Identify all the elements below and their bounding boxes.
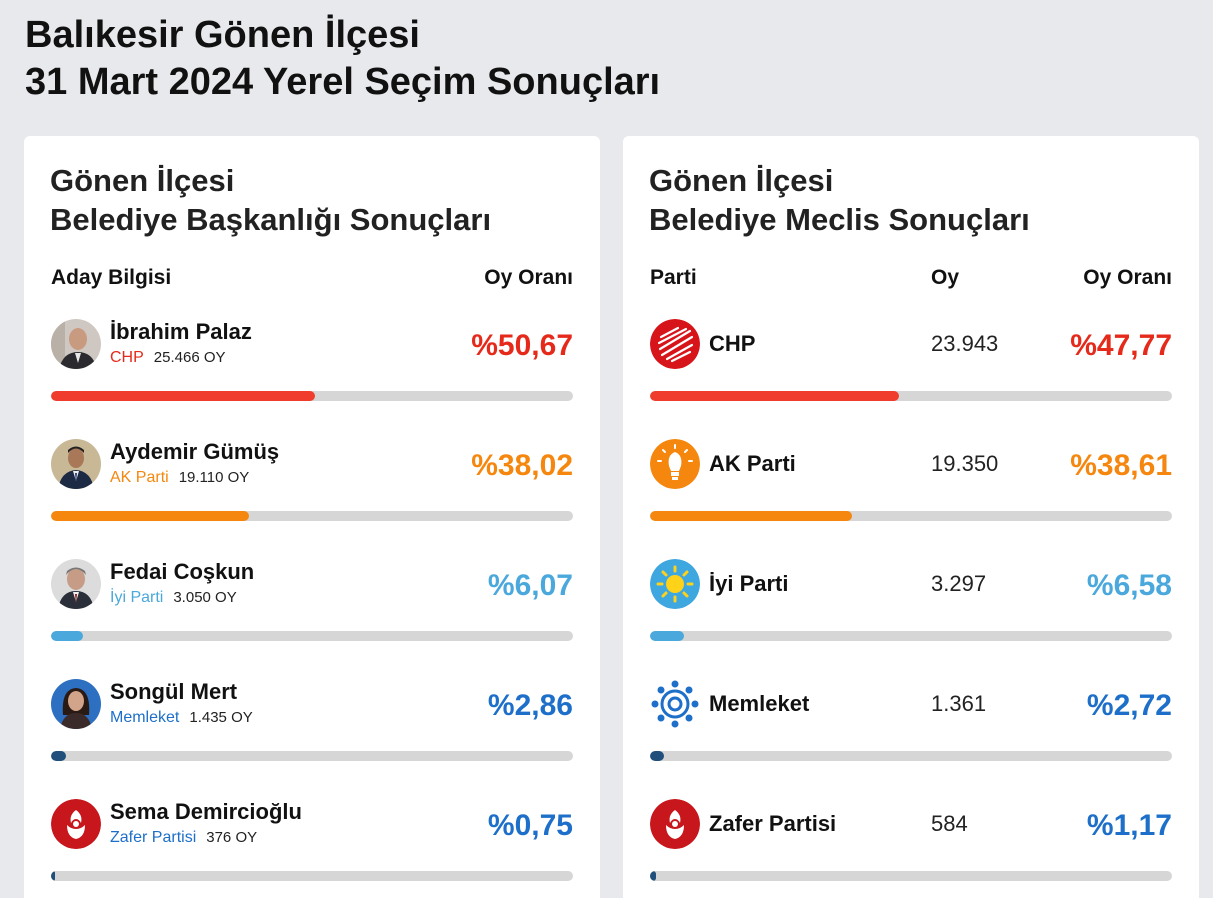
- vote-share-bar-fill: [650, 871, 657, 881]
- vote-share-bar-fill: [51, 631, 83, 641]
- party-percentage: %6,58: [1086, 569, 1172, 602]
- candidate-row: Fedai Coşkun İyi Parti 3.050 OY %6,07: [24, 559, 600, 679]
- candidate-party: İyi Parti: [110, 589, 164, 606]
- candidate-meta: İyi Parti 3.050 OY: [110, 589, 237, 607]
- party-row: CHP 23.943 %47,77: [623, 319, 1199, 439]
- vote-share-bar-fill: [650, 511, 852, 521]
- vote-share-bar: [51, 391, 573, 401]
- column-header-rate: Oy Oranı: [484, 266, 573, 289]
- candidate-row: Sema Demircioğlu Zafer Partisi 376 OY %0,75: [24, 799, 600, 898]
- council-card-title-line2: Belediye Meclis Sonuçları: [649, 202, 1030, 237]
- party-name: CHP: [709, 331, 756, 356]
- party-percentage: %47,77: [1070, 329, 1172, 362]
- candidate-party: Zafer Partisi: [110, 829, 197, 846]
- zafer-logo-icon: [650, 799, 700, 849]
- candidate-name: İbrahim Palaz: [110, 319, 252, 344]
- party-name: AK Parti: [709, 451, 796, 476]
- candidate-percentage: %0,75: [487, 809, 573, 842]
- vote-share-bar-fill: [650, 751, 665, 761]
- vote-share-bar-fill: [650, 631, 685, 641]
- vote-share-bar-fill: [51, 751, 66, 761]
- man-gray-icon: [51, 559, 101, 609]
- vote-share-bar: [51, 511, 573, 521]
- candidate-name: Aydemir Gümüş: [110, 439, 280, 464]
- zafer-logo-icon: [51, 799, 101, 849]
- memleket-logo-icon: [650, 679, 700, 729]
- mayor-card-title: Gönen İlçesi Belediye Başkanlığı Sonuçla…: [50, 161, 491, 239]
- column-header-rate: Oy Oranı: [1083, 266, 1172, 289]
- chp-logo-icon: [650, 319, 700, 369]
- vote-share-bar: [650, 391, 1172, 401]
- candidate-meta: AK Parti 19.110 OY: [110, 469, 249, 487]
- party-name: Memleket: [709, 691, 810, 716]
- woman-icon: [51, 679, 101, 729]
- man-suit-icon: [51, 439, 101, 489]
- candidate-row: Songül Mert Memleket 1.435 OY %2,86: [24, 679, 600, 799]
- party-row: İyi Parti 3.297 %6,58: [623, 559, 1199, 679]
- candidate-party: Memleket: [110, 709, 180, 726]
- page-title: Balıkesir Gönen İlçesi 31 Mart 2024 Yere…: [25, 12, 660, 106]
- vote-share-bar-fill: [51, 511, 250, 521]
- candidate-votes: 376 OY: [206, 829, 258, 846]
- party-name: İyi Parti: [709, 571, 789, 596]
- candidate-row: Aydemir Gümüş AK Parti 19.110 OY %38,02: [24, 439, 600, 559]
- vote-share-bar: [51, 751, 573, 761]
- candidate-name: Songül Mert: [110, 679, 238, 704]
- page-title-line2: 31 Mart 2024 Yerel Seçim Sonuçları: [25, 61, 661, 103]
- council-results-card: Gönen İlçesi Belediye Meclis Sonuçları P…: [623, 136, 1199, 898]
- vote-share-bar-fill: [51, 391, 316, 401]
- candidate-party: CHP: [110, 349, 144, 366]
- party-votes: 1.361: [931, 691, 987, 716]
- candidate-meta: Memleket 1.435 OY: [110, 709, 253, 727]
- mayor-card-title-line1: Gönen İlçesi: [50, 163, 235, 198]
- party-percentage: %2,72: [1086, 689, 1172, 722]
- candidate-votes: 25.466 OY: [153, 349, 226, 366]
- iyiparti-logo-icon: [650, 559, 700, 609]
- candidate-percentage: %6,07: [487, 569, 573, 602]
- candidate-meta: Zafer Partisi 376 OY: [110, 829, 257, 847]
- mayor-results-card: Gönen İlçesi Belediye Başkanlığı Sonuçla…: [24, 136, 600, 898]
- vote-share-bar: [650, 751, 1172, 761]
- vote-share-bar: [650, 871, 1172, 881]
- party-votes: 23.943: [931, 331, 999, 356]
- page-title-line1: Balıkesir Gönen İlçesi: [25, 14, 420, 56]
- candidate-name: Fedai Coşkun: [110, 559, 255, 584]
- party-row: AK Parti 19.350 %38,61: [623, 439, 1199, 559]
- party-votes: 19.350: [931, 451, 999, 476]
- party-votes: 584: [931, 811, 968, 836]
- vote-share-bar: [650, 511, 1172, 521]
- candidate-name: Sema Demircioğlu: [110, 799, 302, 824]
- candidate-meta: CHP 25.466 OY: [110, 349, 226, 367]
- man-bald-icon: [51, 319, 101, 369]
- council-card-title: Gönen İlçesi Belediye Meclis Sonuçları: [649, 161, 1030, 239]
- party-row: Zafer Partisi 584 %1,17: [623, 799, 1199, 898]
- party-row: Memleket 1.361 %2,72: [623, 679, 1199, 799]
- candidate-percentage: %38,02: [471, 449, 573, 482]
- column-header-party: Parti: [650, 266, 697, 289]
- candidate-votes: 3.050 OY: [173, 589, 237, 606]
- vote-share-bar: [51, 871, 573, 881]
- party-name: Zafer Partisi: [709, 811, 837, 836]
- candidate-percentage: %2,86: [487, 689, 573, 722]
- vote-share-bar-fill: [51, 871, 55, 881]
- vote-share-bar-fill: [650, 391, 900, 401]
- party-percentage: %1,17: [1086, 809, 1172, 842]
- vote-share-bar: [51, 631, 573, 641]
- akparti-logo-icon: [650, 439, 700, 489]
- candidate-votes: 1.435 OY: [189, 709, 253, 726]
- candidate-votes: 19.110 OY: [178, 469, 250, 486]
- council-card-title-line1: Gönen İlçesi: [649, 163, 834, 198]
- vote-share-bar: [650, 631, 1172, 641]
- candidate-row: İbrahim Palaz CHP 25.466 OY %50,67: [24, 319, 600, 439]
- candidate-party: AK Parti: [110, 469, 169, 486]
- candidate-percentage: %50,67: [471, 329, 573, 362]
- party-percentage: %38,61: [1070, 449, 1172, 482]
- column-header-candidate: Aday Bilgisi: [51, 266, 172, 289]
- column-header-votes: Oy: [931, 266, 960, 289]
- mayor-card-title-line2: Belediye Başkanlığı Sonuçları: [50, 202, 492, 237]
- party-votes: 3.297: [931, 571, 987, 596]
